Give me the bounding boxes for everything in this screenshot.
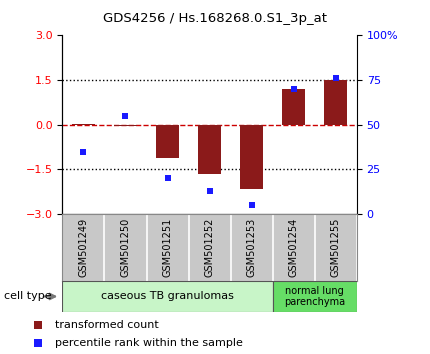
Bar: [273, 281, 357, 312]
Bar: [240, 125, 263, 189]
Text: GSM501253: GSM501253: [247, 218, 257, 278]
Text: GSM501252: GSM501252: [205, 218, 215, 278]
Bar: [72, 124, 95, 125]
Text: GSM501249: GSM501249: [78, 218, 89, 278]
Bar: [62, 281, 273, 312]
Text: cell type: cell type: [4, 291, 52, 302]
Text: GSM501254: GSM501254: [289, 218, 299, 278]
Text: percentile rank within the sample: percentile rank within the sample: [55, 338, 243, 348]
Text: transformed count: transformed count: [55, 320, 159, 330]
Text: GSM501250: GSM501250: [120, 218, 130, 278]
Text: GSM501255: GSM501255: [331, 218, 341, 278]
Text: GDS4256 / Hs.168268.0.S1_3p_at: GDS4256 / Hs.168268.0.S1_3p_at: [103, 12, 327, 25]
Text: normal lung
parenchyma: normal lung parenchyma: [284, 286, 345, 307]
Bar: [114, 125, 137, 126]
Text: caseous TB granulomas: caseous TB granulomas: [101, 291, 234, 302]
Text: GSM501251: GSM501251: [163, 218, 172, 278]
Bar: [156, 125, 179, 158]
Bar: [198, 125, 221, 174]
Bar: [324, 80, 347, 125]
Bar: [282, 89, 305, 125]
